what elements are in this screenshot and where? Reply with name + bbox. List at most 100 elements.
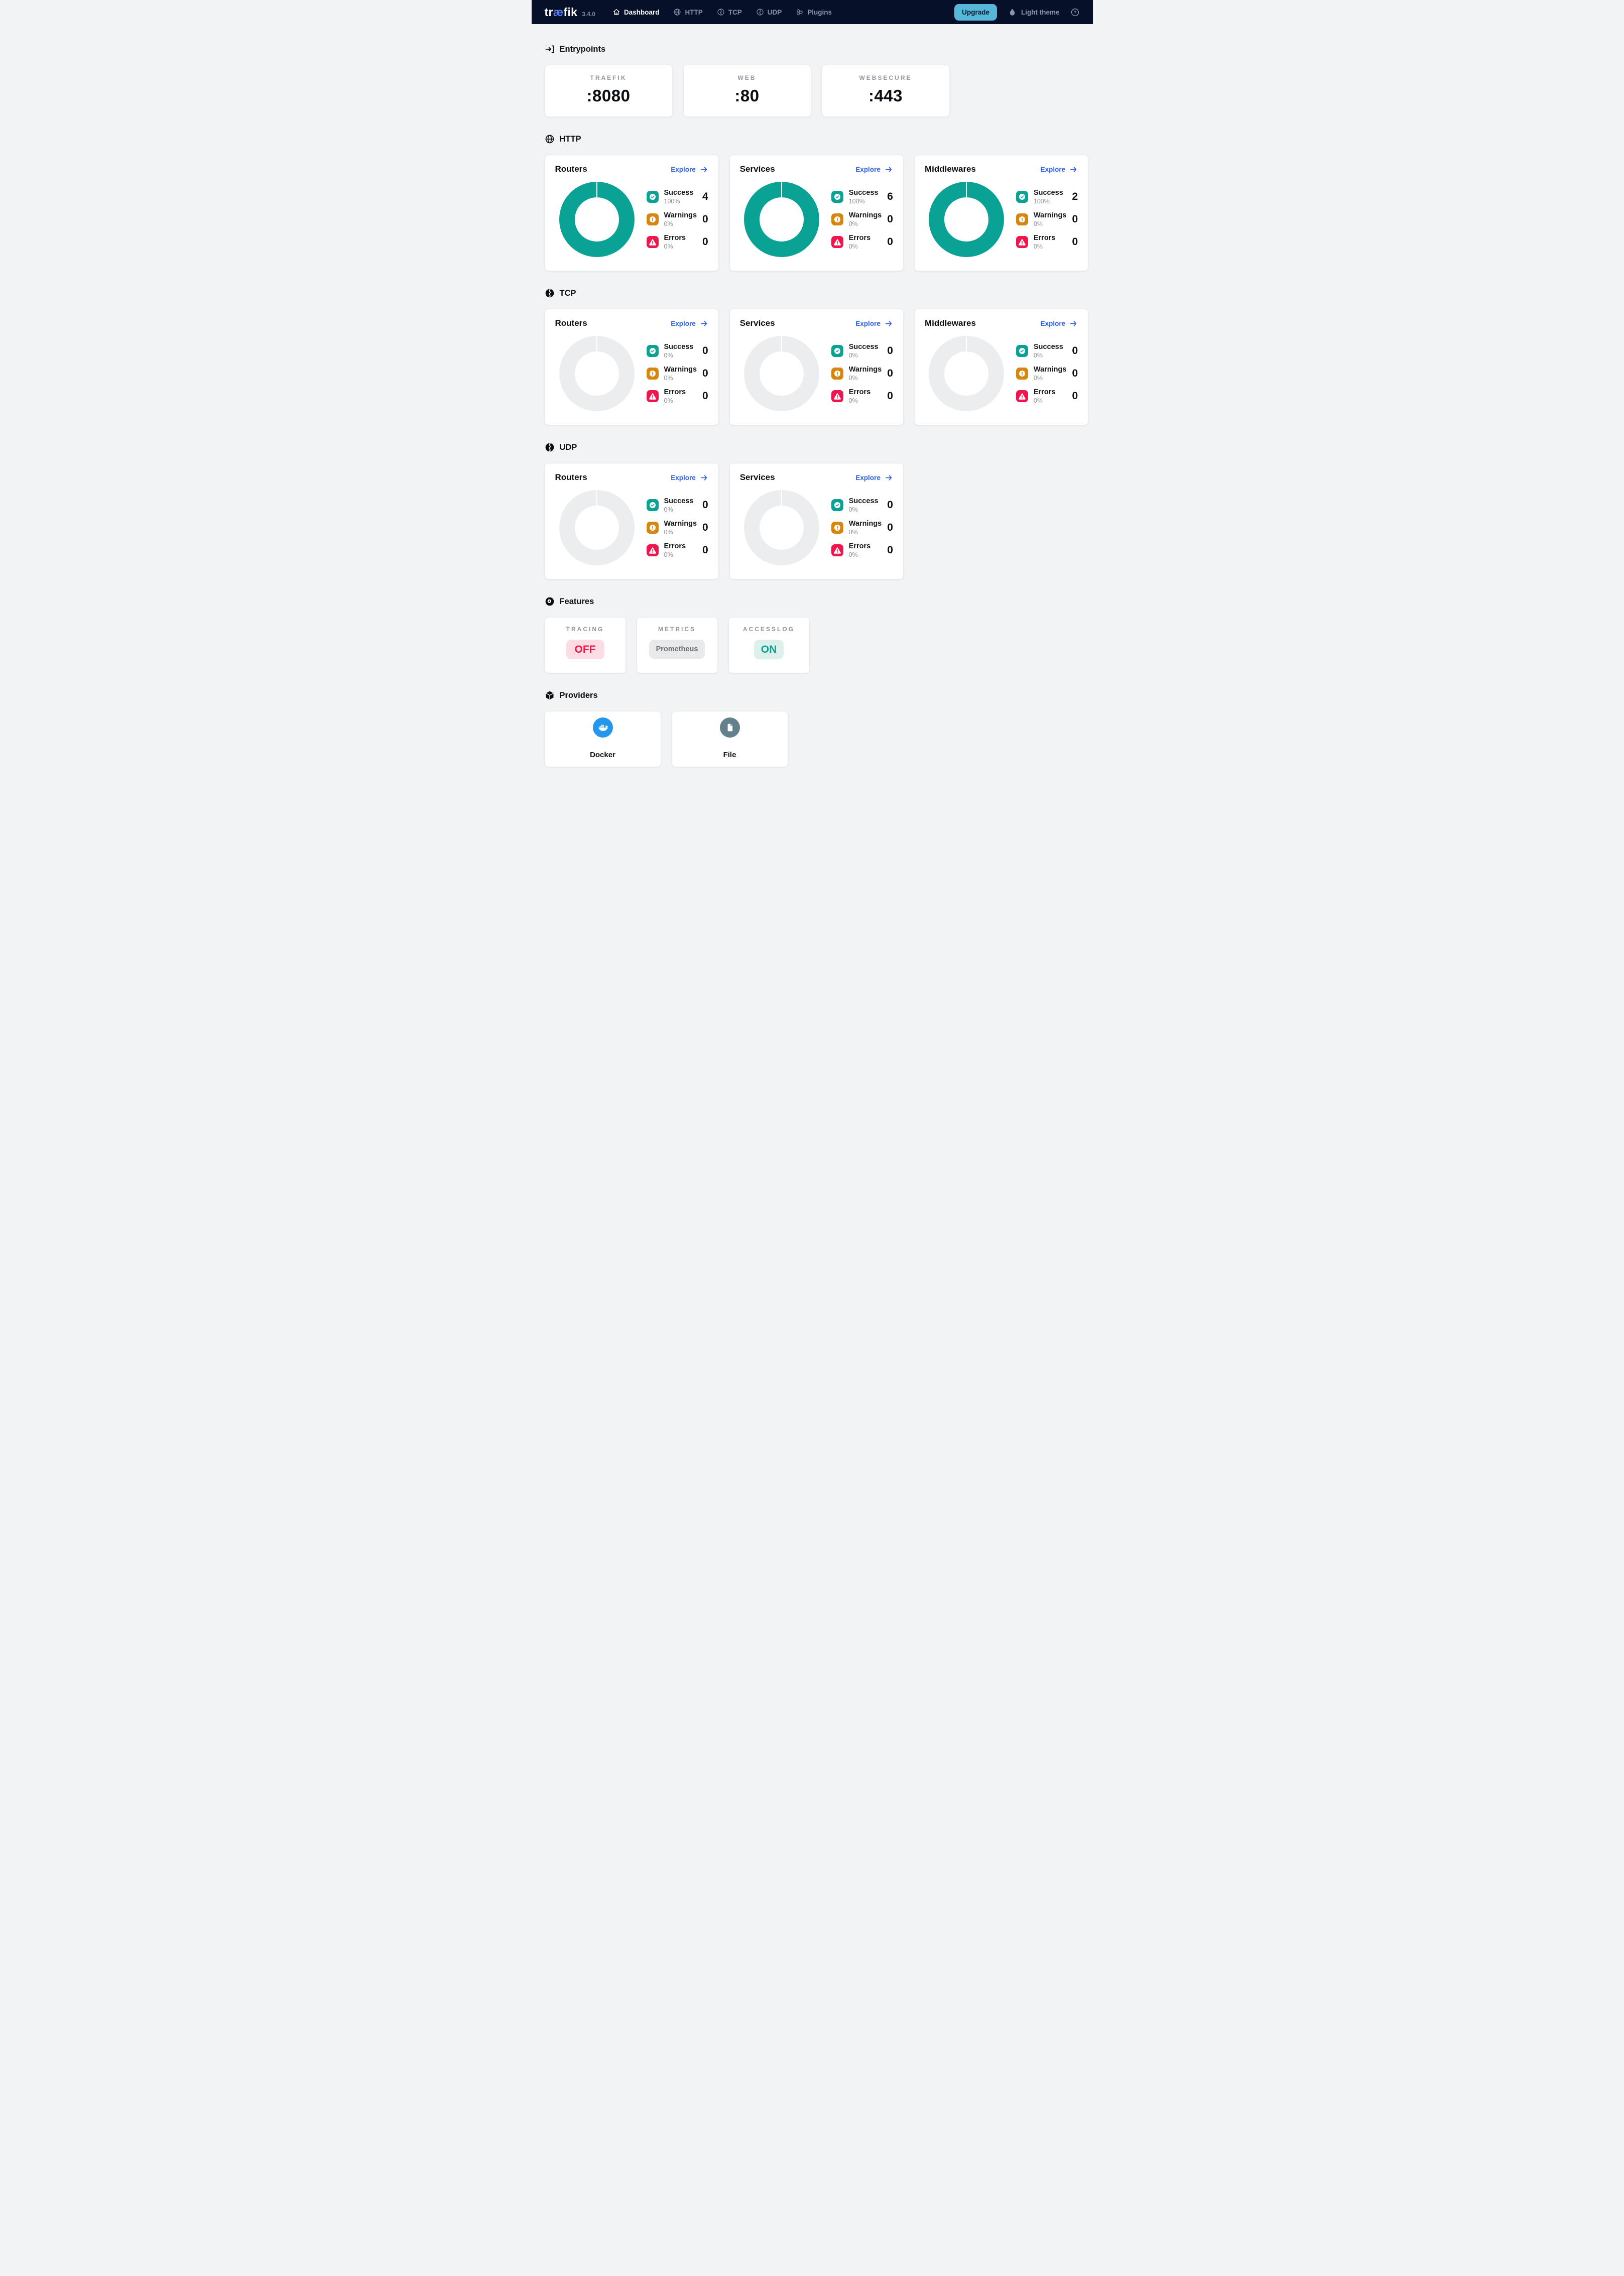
legend-row-errors: Errors 0% 0 — [646, 234, 708, 250]
provider-name: File — [723, 751, 736, 759]
legend: Success 100% 6 Warnings 0% 0 Errors 0% — [831, 189, 893, 250]
globe-icon — [545, 135, 554, 144]
provider-card-file: File — [671, 711, 788, 767]
explore-link[interactable]: Explore — [1041, 165, 1078, 174]
errors-count: 0 — [1072, 390, 1078, 402]
file-icon — [719, 717, 740, 738]
legend: Success 0% 0 Warnings 0% 0 Errors 0% — [831, 343, 893, 404]
explore-link[interactable]: Explore — [1041, 319, 1078, 328]
donut-chart — [743, 336, 819, 411]
tcp-row: Routers Explore Success 0% 0 — [544, 309, 1089, 425]
http-row: Routers Explore Success 100% 4 — [544, 155, 1089, 271]
error-icon — [646, 390, 659, 402]
docker-icon — [592, 717, 613, 738]
nav-item-plugins[interactable]: Plugins — [796, 8, 832, 16]
explore-link[interactable]: Explore — [855, 473, 893, 482]
proxy-icon — [757, 9, 764, 16]
section-title: Entrypoints — [559, 44, 606, 54]
error-icon — [831, 390, 843, 402]
feature-status-pill: Prometheus — [649, 639, 705, 659]
warnings-count: 0 — [887, 213, 893, 225]
legend-row-success: Success 0% 0 — [646, 343, 708, 359]
feature-card-metrics: METRICS Prometheus — [636, 617, 718, 673]
legend-row-warnings: Warnings 0% 0 — [831, 520, 893, 536]
success-count: 0 — [887, 499, 893, 511]
entrypoints-header: Entrypoints — [545, 44, 1080, 54]
tcp-routers-card: Routers Explore Success 0% 0 — [544, 309, 719, 425]
warnings-count: 0 — [887, 367, 893, 379]
error-icon — [646, 235, 659, 248]
arrow-right-icon — [885, 320, 892, 326]
success-icon — [831, 345, 843, 357]
section-http: HTTP Routers Explore Success 100% — [544, 134, 1089, 271]
legend: Success 0% 0 Warnings 0% 0 Errors 0% — [831, 497, 893, 558]
explore-link[interactable]: Explore — [671, 473, 708, 482]
section-title: HTTP — [559, 134, 581, 144]
traefik-dashboard: træfik 3.4.0 Dashboard HTTP TCP UDP — [531, 0, 1093, 786]
arrow-right-icon — [700, 166, 707, 172]
errors-count: 0 — [702, 390, 708, 402]
logo-ae-accent: æ — [553, 5, 564, 19]
feature-status-pill: OFF — [566, 639, 604, 659]
nav-item-dashboard[interactable]: Dashboard — [612, 8, 659, 16]
udp-header: UDP — [545, 442, 1080, 452]
card-title: Routers — [555, 318, 587, 328]
legend-row-success: Success 100% 6 — [831, 189, 893, 205]
upgrade-button[interactable]: Upgrade — [954, 4, 997, 21]
legend: Success 100% 2 Warnings 0% 0 Errors 0% — [1016, 189, 1078, 250]
section-entrypoints: Entrypoints TRAEFIK :8080 WEB :80 WEBSEC… — [544, 44, 1080, 117]
warnings-count: 0 — [702, 213, 708, 225]
success-icon — [1016, 191, 1028, 203]
legend-row-warnings: Warnings 0% 0 — [831, 366, 893, 382]
udp-services-card: Services Explore Success 0% 0 — [729, 463, 904, 579]
entrypoint-port: :8080 — [586, 86, 631, 105]
providers-row: Docker File — [544, 711, 1080, 767]
tcp-middlewares-card: Middlewares Explore Success 0% 0 — [914, 309, 1089, 425]
legend: Success 0% 0 Warnings 0% 0 Errors 0% — [646, 497, 708, 558]
entrypoint-card-websecure: WEBSECURE :443 — [821, 65, 950, 117]
nav-item-tcp[interactable]: TCP — [717, 8, 742, 16]
success-icon — [646, 499, 659, 512]
explore-link[interactable]: Explore — [671, 319, 708, 328]
help-button[interactable]: ? — [1070, 8, 1080, 17]
feature-name: TRACING — [566, 626, 604, 633]
success-count: 4 — [702, 191, 708, 203]
theme-toggle[interactable]: Light theme — [1008, 8, 1060, 17]
success-count: 6 — [887, 191, 893, 203]
legend-row-warnings: Warnings 0% 0 — [1016, 211, 1078, 227]
warning-icon — [831, 521, 843, 534]
donut-chart — [928, 336, 1004, 411]
errors-count: 0 — [887, 235, 893, 248]
success-icon — [831, 191, 843, 203]
success-count: 2 — [1072, 191, 1078, 203]
feature-name: METRICS — [658, 626, 696, 633]
legend-row-warnings: Warnings 0% 0 — [646, 366, 708, 382]
nav-item-udp[interactable]: UDP — [756, 8, 782, 16]
donut-chart — [559, 336, 635, 411]
success-icon — [831, 499, 843, 512]
traefik-logo[interactable]: træfik — [544, 5, 578, 19]
droplet-icon — [1010, 9, 1015, 16]
section-features: Features TRACING OFF METRICS Prometheus … — [544, 596, 1080, 673]
donut-chart — [928, 182, 1004, 257]
explore-link[interactable]: Explore — [855, 319, 893, 328]
explore-link[interactable]: Explore — [671, 165, 708, 174]
donut-chart — [559, 490, 635, 565]
http-routers-card: Routers Explore Success 100% 4 — [544, 155, 719, 271]
svg-text:?: ? — [1073, 10, 1076, 15]
providers-header: Providers — [545, 690, 1080, 700]
legend-row-success: Success 100% 4 — [646, 189, 708, 205]
section-providers: Providers Docker File — [544, 690, 1080, 767]
version-label: 3.4.0 — [582, 10, 595, 18]
tcp-services-card: Services Explore Success 0% 0 — [729, 309, 904, 425]
entrypoint-port: :443 — [868, 86, 903, 105]
entrypoint-name: WEBSECURE — [859, 74, 912, 81]
legend-row-warnings: Warnings 0% 0 — [646, 211, 708, 227]
card-title: Services — [739, 164, 775, 174]
section-title: UDP — [559, 442, 577, 452]
legend-row-success: Success 100% 2 — [1016, 189, 1078, 205]
section-tcp: TCP Routers Explore Success 0% — [544, 288, 1089, 425]
explore-link[interactable]: Explore — [855, 165, 893, 174]
card-title: Middlewares — [924, 164, 976, 174]
nav-item-http[interactable]: HTTP — [673, 8, 703, 16]
